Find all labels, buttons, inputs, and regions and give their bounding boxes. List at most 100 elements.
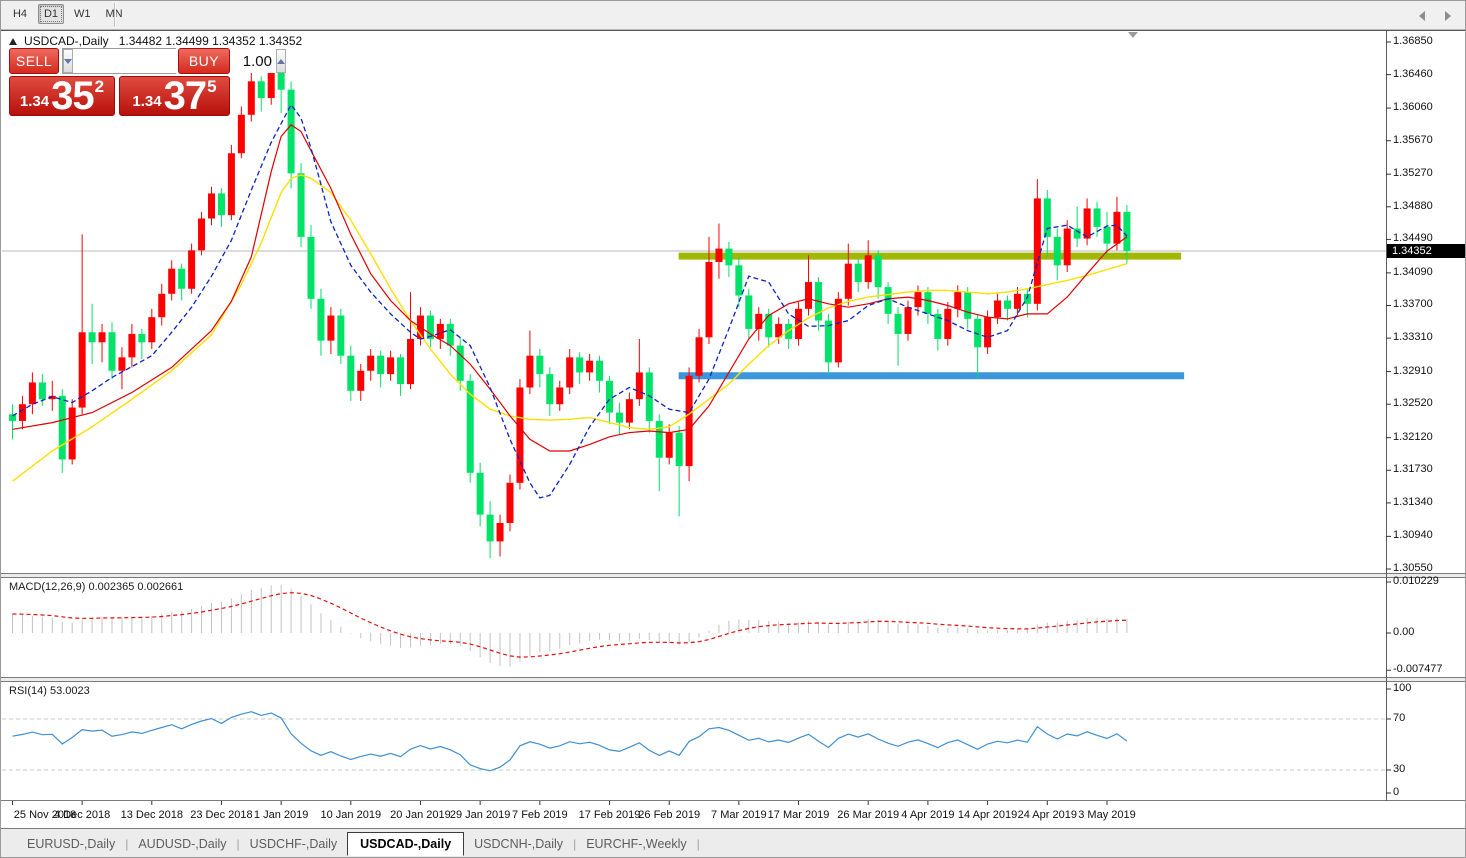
- candle-body: [456, 345, 464, 381]
- candle-body: [556, 387, 564, 405]
- candle-body: [1103, 226, 1111, 244]
- current-price-tag: 1.34352: [1387, 244, 1465, 258]
- chart-shift-marker-icon[interactable]: [1128, 32, 1138, 38]
- buy-button[interactable]: BUY: [178, 48, 230, 74]
- symbol-tab-usdcnh[interactable]: USDCNH-,Daily: [474, 836, 564, 851]
- candle-body: [237, 114, 245, 154]
- candle-body: [715, 248, 723, 262]
- timeframe-button-d1[interactable]: D1: [38, 4, 64, 24]
- candle-body: [466, 380, 474, 473]
- date-axis-label: 3 May 2019: [1078, 809, 1136, 821]
- date-axis-label: 14 Apr 2019: [957, 809, 1018, 821]
- timeframe-button-h4[interactable]: H4: [7, 4, 33, 24]
- candle-body: [108, 332, 116, 371]
- buy-price-box[interactable]: 1.34 37 5: [119, 76, 230, 116]
- symbol-tab-eurchf[interactable]: EURCHF-,Weekly: [586, 836, 687, 851]
- candle-body: [824, 320, 832, 363]
- candle-body: [337, 315, 345, 356]
- candle-body: [486, 514, 494, 542]
- candle-body: [128, 333, 136, 358]
- tab-separator: |: [125, 836, 129, 851]
- candle-body: [526, 355, 534, 388]
- candle-body: [765, 313, 773, 338]
- candle-body: [894, 313, 902, 334]
- collapse-arrow-icon[interactable]: [9, 37, 17, 45]
- candle-body: [874, 255, 882, 288]
- candle-body: [78, 332, 86, 408]
- candle-body: [1043, 198, 1051, 237]
- candle-body: [158, 293, 166, 318]
- price-axis-label: 1.36060: [1393, 101, 1433, 114]
- candle-body: [9, 414, 16, 421]
- candle-body: [745, 295, 753, 329]
- candle-body: [88, 332, 96, 343]
- candle-body: [844, 263, 852, 299]
- candle-body: [217, 193, 225, 216]
- volume-decrease-button[interactable]: [63, 49, 73, 73]
- buy-button-label: BUY: [188, 53, 220, 69]
- tab-scroll-arrows: [1419, 11, 1451, 21]
- candle-body: [1013, 293, 1021, 309]
- sell-price-box[interactable]: 1.34 35 2: [9, 76, 115, 116]
- candle-body: [675, 432, 683, 467]
- macd-label: MACD(12,26,9) 0.002365 0.002661: [9, 581, 184, 593]
- price-pane[interactable]: [2, 57, 1386, 559]
- date-axis[interactable]: [1, 801, 1465, 828]
- date-axis-label: 4 Apr 2019: [901, 809, 955, 821]
- candle-body: [227, 153, 235, 216]
- candle-body: [257, 81, 265, 99]
- price-axis-label: 1.30550: [1393, 561, 1433, 574]
- candle-body: [267, 67, 275, 99]
- pane-separator[interactable]: [1, 677, 1465, 678]
- candle-body: [496, 522, 504, 542]
- candle-body: [645, 372, 653, 421]
- pane-separator[interactable]: [1, 573, 1465, 574]
- candle-body: [28, 382, 36, 405]
- price-axis-label: 1.32520: [1393, 397, 1433, 410]
- timeframe-button-w1[interactable]: W1: [69, 4, 96, 24]
- tab-scroll-right-icon[interactable]: [1445, 11, 1451, 21]
- candle-body: [198, 218, 206, 251]
- candle-body: [168, 268, 176, 294]
- spinner-down-icon: [64, 58, 72, 64]
- candle-body: [984, 317, 992, 348]
- candle-body: [297, 173, 305, 237]
- candle-body: [615, 412, 623, 423]
- macd-axis-label: 0.010229: [1393, 574, 1439, 587]
- volume-increase-button[interactable]: [276, 49, 286, 73]
- date-axis-label: 24 Apr 2019: [1017, 809, 1077, 821]
- candle-body: [586, 360, 594, 373]
- candle-body: [775, 323, 783, 338]
- symbol-tab-audusd[interactable]: AUDUSD-,Daily: [138, 836, 227, 851]
- candle-body: [904, 307, 912, 334]
- tab-scroll-left-icon[interactable]: [1419, 11, 1425, 21]
- candle-body: [138, 333, 146, 343]
- candle-body: [1093, 208, 1101, 227]
- candle-body: [68, 407, 76, 460]
- sell-button[interactable]: SELL: [9, 48, 59, 74]
- candle-body: [247, 81, 255, 115]
- candle-body: [944, 308, 952, 339]
- rsi-pane-bottom-border: [1, 800, 1465, 801]
- candle-body: [397, 357, 405, 385]
- spinner-up-icon: [277, 58, 285, 64]
- price-axis-label: 1.33310: [1393, 331, 1433, 344]
- candle-body: [506, 482, 514, 523]
- chart-top-border: [1, 30, 1465, 31]
- symbol-tab-usdchf[interactable]: USDCHF-,Daily: [249, 836, 338, 851]
- candle-body: [1073, 228, 1081, 239]
- date-axis-label: 7 Feb 2019: [512, 809, 568, 821]
- candle-body: [148, 317, 156, 343]
- candle-body: [38, 382, 46, 400]
- symbol-tab-usdcad[interactable]: USDCAD-,Daily: [347, 831, 465, 856]
- rsi-pane[interactable]: [2, 711, 1386, 772]
- symbol-tab-eurusd[interactable]: EURUSD-,Daily: [27, 836, 116, 851]
- price-axis-label: 1.35670: [1393, 133, 1433, 146]
- candle-body: [307, 236, 315, 299]
- macd-pane[interactable]: [12, 584, 1128, 667]
- symbol-tab-bar: EURUSD-,Daily | AUDUSD-,Daily | USDCHF-,Dail…: [1, 829, 1465, 857]
- volume-input[interactable]: [73, 49, 276, 73]
- candle-body: [1113, 211, 1121, 244]
- date-axis-label: 29 Jan 2019: [449, 809, 511, 821]
